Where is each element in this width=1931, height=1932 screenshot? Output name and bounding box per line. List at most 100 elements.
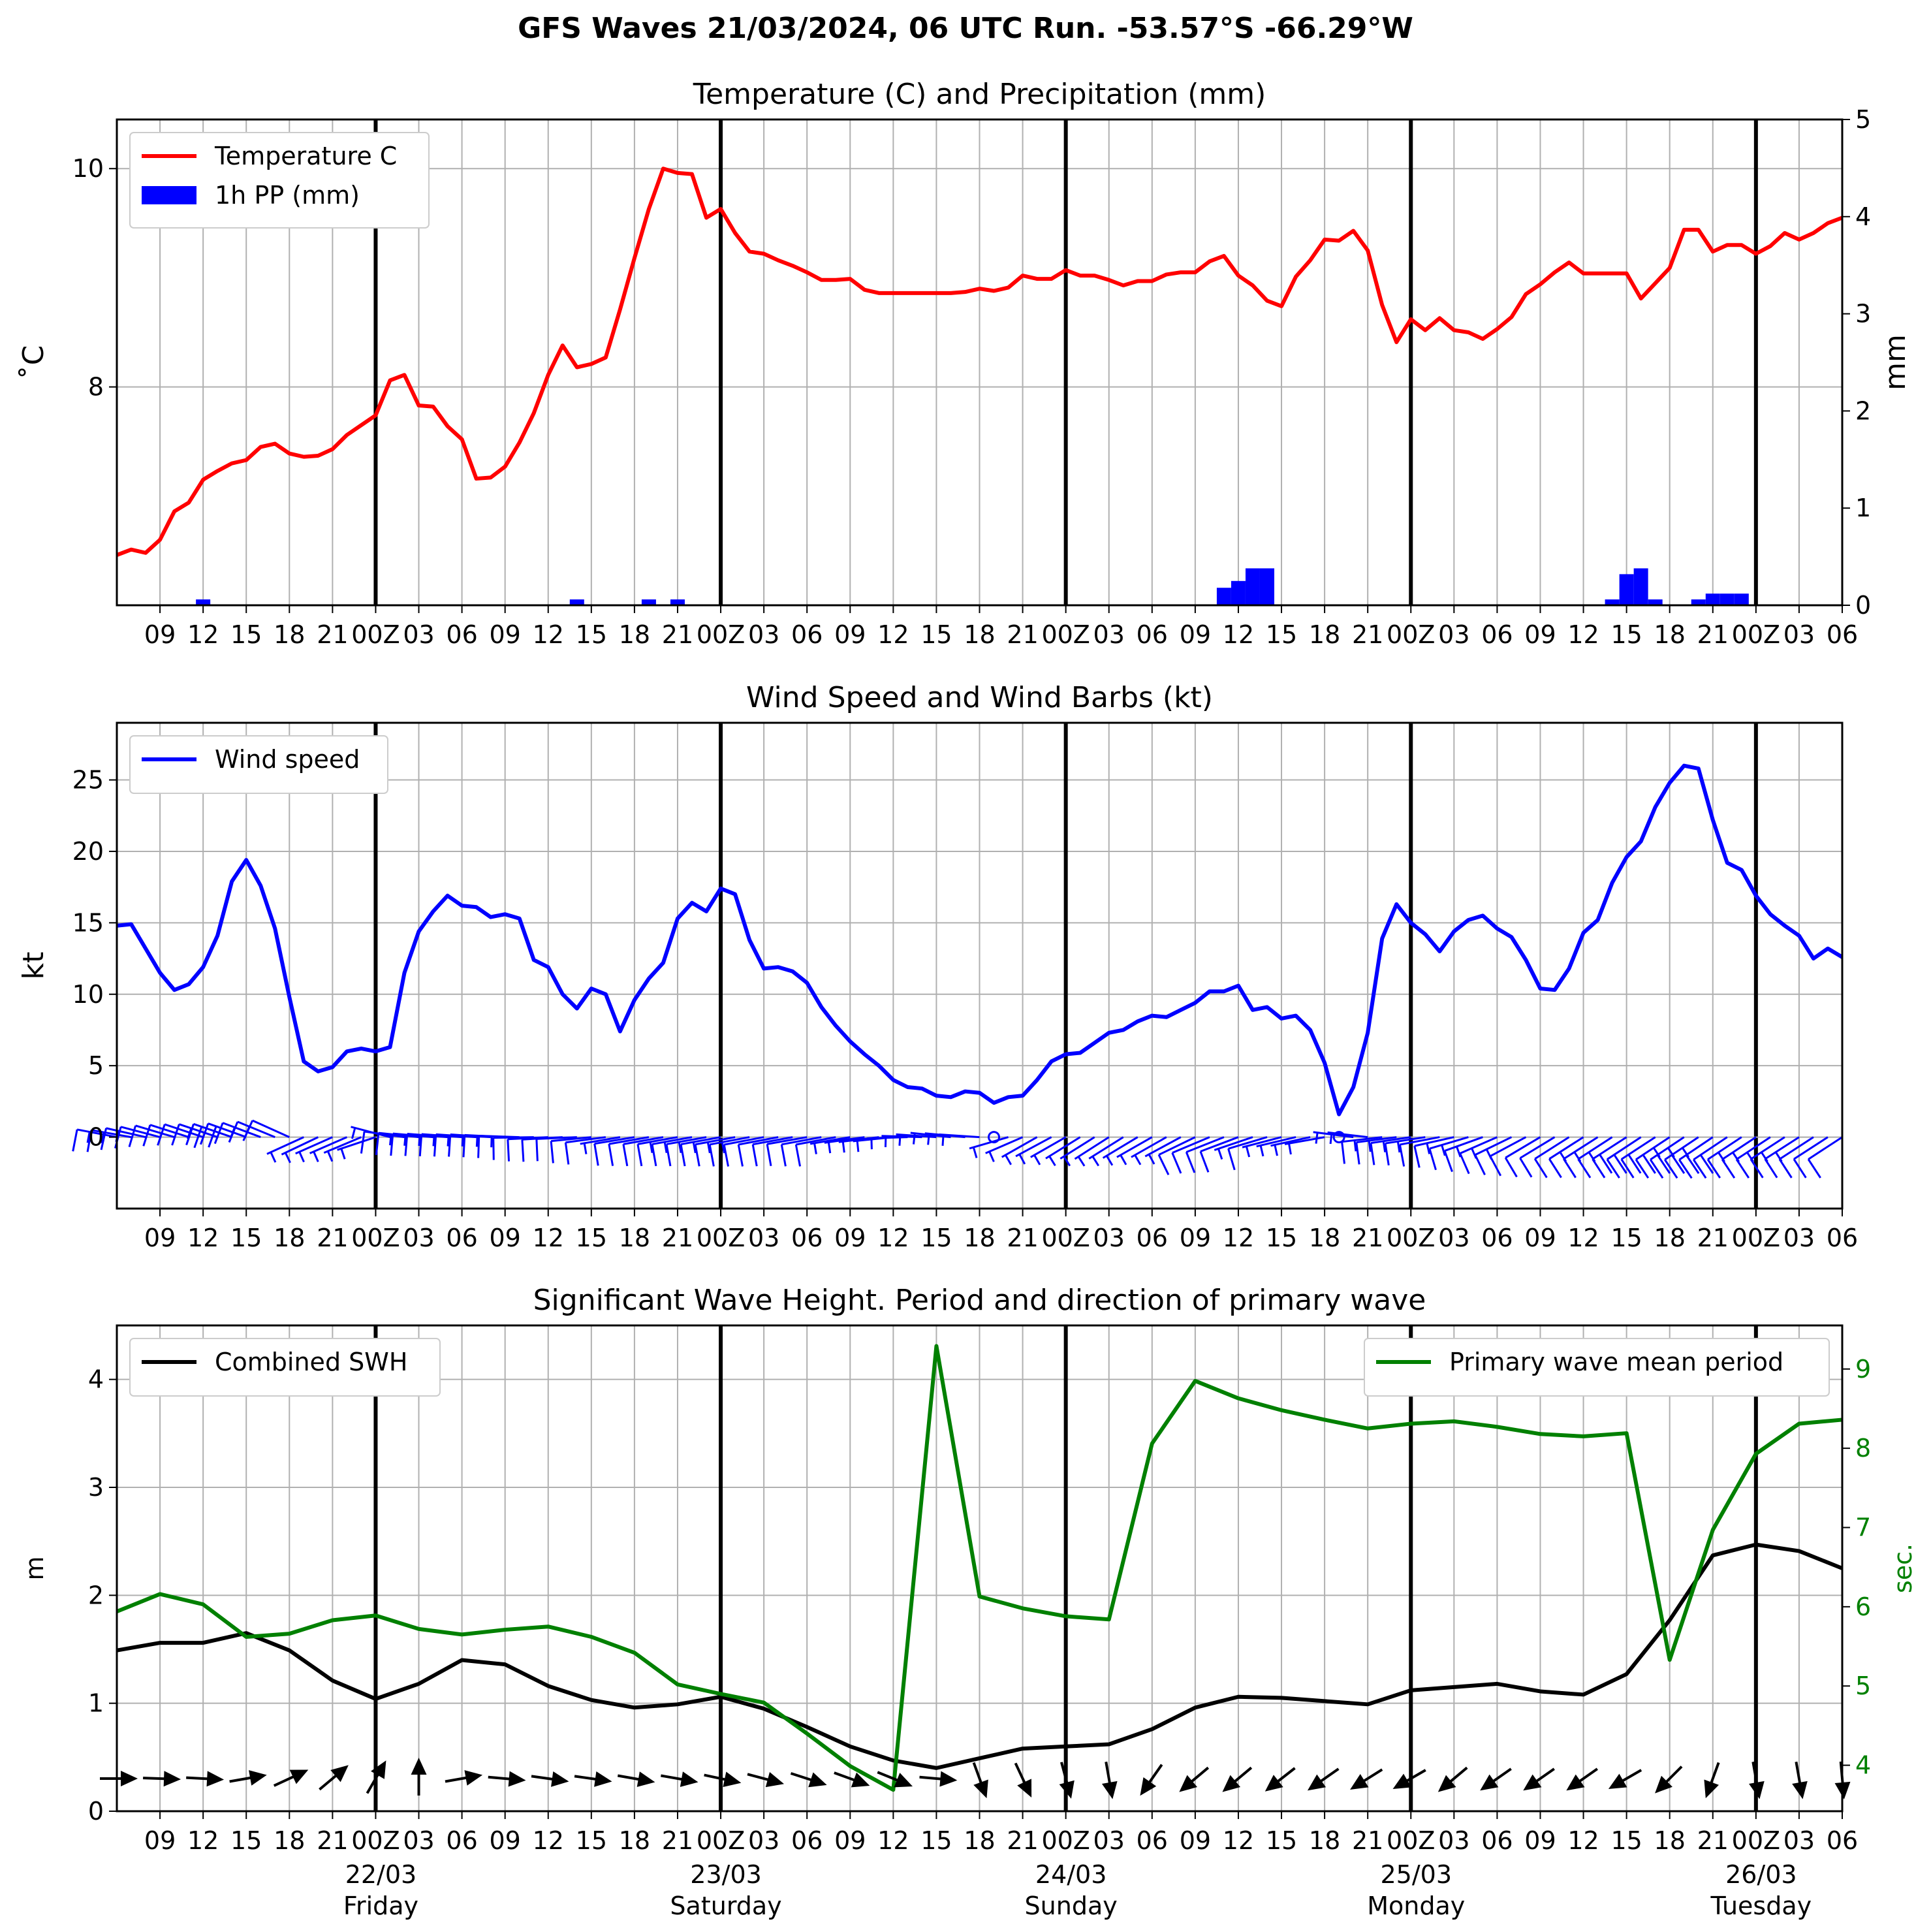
x-tick-label: 03: [1438, 1826, 1469, 1855]
wind-barb-half-feather: [1442, 1145, 1445, 1156]
wave-direction-arrow-head: [1523, 1775, 1541, 1791]
x-tick-label: 15: [230, 620, 262, 649]
y-tick-label: 0: [88, 1797, 104, 1826]
x-tick-label: 12: [1567, 1826, 1599, 1855]
x-tick-label: 03: [748, 620, 779, 649]
wind-barb-half-feather: [1427, 1143, 1430, 1154]
wind-barb-shaft: [1736, 1137, 1770, 1160]
wind-barb-half-feather: [815, 1143, 817, 1154]
x-tick-label: 15: [1266, 1224, 1297, 1252]
wind-barb-feather: [1445, 1151, 1452, 1172]
precip-bar: [1260, 568, 1274, 605]
wind-barb-half-feather: [341, 1148, 345, 1159]
x-tick-label: 00Z: [1387, 620, 1435, 649]
x-tick-label: 00Z: [1041, 620, 1090, 649]
y-tick-label: 2: [88, 1581, 104, 1609]
wind-barb-feather: [753, 1145, 757, 1166]
wind-barb-half-feather: [1078, 1157, 1084, 1166]
x-tick-label: 21: [1007, 620, 1038, 649]
x-tick-label: 00Z: [1732, 1826, 1780, 1855]
x-tick-label: 00Z: [697, 620, 745, 649]
figure-title: GFS Waves 21/03/2024, 06 UTC Run. -53.57…: [0, 12, 1931, 45]
x-tick-label: 21: [662, 1224, 693, 1252]
day-label: Monday: [1367, 1892, 1465, 1920]
wind-barb-half-feather: [419, 1135, 420, 1146]
precip-bar: [1246, 568, 1260, 605]
x-tick-label: 09: [1180, 1826, 1211, 1855]
wind-barb-half-feather: [1034, 1155, 1039, 1165]
wind-barb-feather: [1385, 1143, 1389, 1165]
x-tick-label: 15: [920, 620, 952, 649]
x-tick-label: 15: [1266, 620, 1297, 649]
x-tick-label: 21: [1352, 1224, 1383, 1252]
y-tick-label: 20: [72, 837, 104, 866]
x-tick-label: 21: [1697, 1826, 1729, 1855]
wave-direction-arrow-head: [1704, 1780, 1719, 1799]
wind-barb-half-feather: [1275, 1145, 1278, 1156]
x-tick-label: 03: [1093, 1224, 1125, 1252]
y-tick-label: 1: [88, 1689, 104, 1718]
x-tick-label: 03: [1783, 1224, 1815, 1252]
wind-barb-shaft: [1650, 1137, 1684, 1160]
y-tick-label: 4: [88, 1365, 104, 1394]
wind-barb-feather: [623, 1144, 627, 1165]
x-tick-label: 21: [317, 1224, 348, 1252]
wind-barb-shaft: [1490, 1137, 1526, 1156]
date-label: 24/03: [1035, 1860, 1107, 1889]
x-tick-label: 18: [964, 1224, 995, 1252]
y-tick-label: 3: [88, 1473, 104, 1502]
x-tick-label: 15: [1266, 1826, 1297, 1855]
x-tick-label: 03: [1783, 620, 1815, 649]
y-axis-label: ˚C: [17, 345, 50, 380]
x-tick-label: 15: [920, 1224, 952, 1252]
y-right-axis-label: mm: [1879, 334, 1912, 390]
legend-wind-label: Wind speed: [215, 745, 360, 774]
wind-barb-half-feather: [1218, 1148, 1221, 1159]
x-tick-label: 15: [576, 1224, 607, 1252]
wave-direction-arrow-head: [939, 1771, 957, 1787]
wind-barb-half-feather: [1049, 1156, 1055, 1165]
wave-direction-arrow-head: [594, 1771, 612, 1787]
wave-direction-arrow-head: [637, 1771, 655, 1787]
x-tick-label: 21: [1007, 1224, 1038, 1252]
x-tick-label: 09: [834, 620, 866, 649]
wind-barb-half-feather: [462, 1135, 463, 1147]
x-tick-label: 21: [1007, 1826, 1038, 1855]
wind-barb-half-feather: [1330, 1133, 1332, 1144]
wind-barb-feather: [638, 1144, 642, 1165]
wind-barb-shaft: [1046, 1137, 1080, 1159]
precip-bar: [1706, 594, 1720, 605]
x-tick-label: 21: [1697, 1224, 1729, 1252]
wind-barb-feather: [73, 1130, 77, 1151]
wind-barb-feather: [508, 1139, 509, 1162]
x-tick-label: 18: [619, 1826, 650, 1855]
wind-barb-feather: [1229, 1148, 1235, 1170]
x-tick-label: 00Z: [1387, 1224, 1435, 1252]
y-tick-label: 15: [72, 908, 104, 937]
wind-barb-half-feather: [314, 1152, 319, 1162]
x-tick-label: 09: [1524, 1826, 1556, 1855]
wind-barb-feather: [1563, 1159, 1575, 1178]
wind-barb-feather: [1593, 1159, 1605, 1178]
panel-title: Temperature (C) and Precipitation (mm): [693, 78, 1266, 111]
wind-barb-half-feather: [1456, 1147, 1460, 1157]
wave-direction-arrow-head: [680, 1771, 699, 1787]
wind-barb-half-feather: [828, 1142, 830, 1153]
x-tick-label: 15: [576, 620, 607, 649]
x-tick-label: 06: [446, 620, 477, 649]
x-tick-label: 21: [662, 620, 693, 649]
x-tick-label: 21: [1352, 620, 1383, 649]
x-tick-label: 00Z: [1041, 1826, 1090, 1855]
wind-barb-shaft: [1520, 1137, 1555, 1158]
wind-barb-half-feather: [1005, 1155, 1011, 1165]
wind-barb-half-feather: [1316, 1133, 1317, 1144]
wind-barb-feather: [1201, 1152, 1208, 1173]
y-tick-label: 8: [88, 373, 104, 402]
wind-barb-half-feather: [990, 1152, 994, 1162]
wind-barb-half-feather: [584, 1143, 586, 1154]
wind-barb-shaft: [1593, 1137, 1627, 1160]
wind-barb-feather: [1505, 1158, 1516, 1177]
x-tick-label: 06: [1137, 620, 1168, 649]
x-tick-label: 15: [1610, 1224, 1642, 1252]
